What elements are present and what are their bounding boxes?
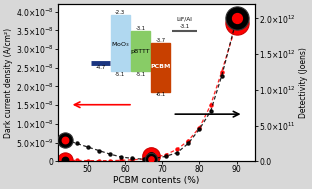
Point [130, 158, 135, 161]
Point [234, 17, 239, 20]
Point [149, 158, 154, 161]
Point [208, 104, 213, 107]
Point [197, 128, 202, 131]
Point [197, 126, 202, 129]
Point [63, 159, 68, 162]
Point [186, 142, 191, 145]
Point [63, 159, 68, 162]
Point [219, 70, 224, 73]
Point [186, 139, 191, 142]
Point [63, 138, 68, 141]
Y-axis label: Dark current density (A/cm²): Dark current density (A/cm²) [4, 28, 13, 138]
Point [74, 159, 79, 162]
Point [63, 138, 68, 141]
Point [149, 154, 154, 157]
Point [96, 149, 101, 152]
Point [234, 21, 239, 24]
Point [74, 142, 79, 145]
Point [163, 155, 168, 158]
Point [149, 158, 154, 161]
Point [234, 17, 239, 20]
Point [108, 159, 113, 162]
Point [119, 156, 124, 159]
Point [175, 148, 180, 151]
Point [108, 153, 113, 156]
Point [208, 110, 213, 113]
Point [119, 159, 124, 162]
Point [163, 153, 168, 156]
Point [234, 17, 239, 20]
Point [149, 154, 154, 157]
Y-axis label: Detectivity (Joens): Detectivity (Joens) [299, 47, 308, 118]
Point [85, 146, 90, 149]
Point [152, 157, 157, 160]
Point [130, 157, 135, 160]
Point [234, 21, 239, 24]
X-axis label: PCBM contents (%): PCBM contents (%) [114, 176, 200, 185]
Point [85, 159, 90, 162]
Point [175, 151, 180, 154]
Point [141, 157, 146, 160]
Point [63, 159, 68, 162]
Point [141, 158, 146, 161]
Point [234, 21, 239, 24]
Point [152, 156, 157, 159]
Point [219, 74, 224, 77]
Point [63, 138, 68, 141]
Point [96, 159, 101, 162]
